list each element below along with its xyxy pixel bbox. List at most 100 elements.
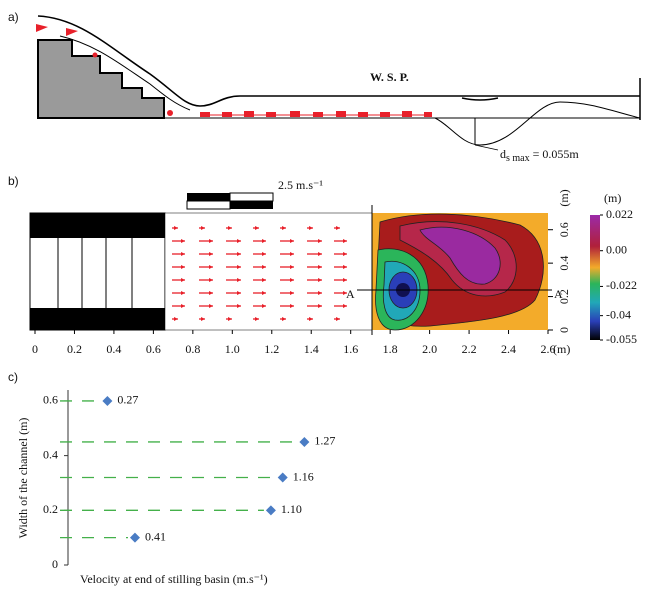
velocity-arrow: [307, 304, 322, 308]
velocity-arrow: [172, 317, 178, 321]
velocity-arrow: [199, 304, 213, 308]
arrow-head: [290, 265, 294, 269]
x-tick-label: 1.2: [264, 342, 279, 356]
arrow-head: [343, 239, 347, 243]
arrow-head: [336, 317, 340, 321]
velocity-arrow: [253, 265, 266, 269]
data-label: 1.27: [314, 434, 335, 448]
scale-label: 2.5 m.s⁻¹: [278, 178, 323, 192]
arrow-head: [181, 291, 185, 295]
y-tick-label: 0: [557, 327, 571, 333]
velocity-arrow: [334, 278, 347, 282]
x-tick-label: 0: [32, 342, 38, 356]
y-tick-label: 0.2: [43, 502, 58, 516]
scour-contour: [372, 213, 548, 331]
y-unit: (m): [557, 189, 571, 206]
arrow-head: [237, 291, 241, 295]
velocity-arrow: [253, 226, 259, 230]
x-tick-label: 1.8: [383, 342, 398, 356]
y-tick-label: 0.6: [43, 393, 58, 407]
x-unit: (m): [553, 342, 570, 356]
arrow-head: [209, 291, 213, 295]
x-tick-label: 1.0: [225, 342, 240, 356]
velocity-arrow: [280, 304, 294, 308]
velocity-arrow: [226, 278, 241, 282]
panel-label: a): [8, 10, 19, 24]
velocity-arrow: [253, 239, 266, 243]
arrow-head: [181, 239, 185, 243]
marker: [265, 505, 276, 516]
velocity-vectors: [172, 226, 347, 321]
scour-label: ds max = 0.055m: [500, 147, 579, 165]
arrow-head: [336, 226, 340, 230]
arrow-head: [318, 265, 322, 269]
x-tick-label: 0.6: [146, 342, 161, 356]
arrow-head: [262, 278, 266, 282]
arrow-head: [318, 304, 322, 308]
wsp-label: W. S. P.: [370, 70, 409, 84]
arrow-head: [262, 239, 266, 243]
velocity-arrow: [280, 317, 286, 321]
y-tick-label: 0.6: [557, 222, 571, 237]
velocity-arrow: [280, 291, 294, 295]
arrow-head: [209, 265, 213, 269]
velocity-arrow: [253, 304, 266, 308]
velocity-arrow: [307, 265, 322, 269]
leader: [474, 144, 499, 151]
y-tick-label: 0.4: [43, 447, 58, 461]
surface-dip: [461, 97, 499, 101]
inner-flow-line: [59, 35, 191, 111]
velocity-arrow: [280, 278, 294, 282]
velocity-arrow: [226, 317, 232, 321]
y-axis-title: Width of the channel (m): [16, 418, 30, 539]
velocity-arrow: [199, 252, 213, 256]
x-tick-label: 2.4: [501, 342, 516, 356]
section-label: A: [346, 287, 355, 301]
panel-a: a) W. S. P. ds max = 0.055m: [8, 10, 641, 165]
velocity-arrow: [253, 278, 266, 282]
arrow-head: [209, 239, 213, 243]
arrow-head: [343, 265, 347, 269]
velocity-arrow: [307, 317, 313, 321]
velocity-arrow: [199, 265, 213, 269]
arrow-head: [290, 291, 294, 295]
velocity-arrow: [172, 265, 185, 269]
velocity-arrow: [172, 278, 185, 282]
colorbar-tick-label: 0.022: [606, 207, 633, 221]
arrow-head: [290, 278, 294, 282]
x-axis-title: Velocity at end of stilling basin (m.s⁻¹…: [80, 572, 268, 586]
arrow-head: [228, 317, 232, 321]
arrow-head: [181, 278, 185, 282]
x-tick-label: 0.8: [185, 342, 200, 356]
arrow-head: [237, 265, 241, 269]
velocity-arrow: [307, 278, 322, 282]
velocity-arrow: [334, 226, 340, 230]
colorbar-tick-label: 0.00: [606, 242, 627, 256]
water-surface: [37, 15, 640, 107]
arrow-head: [237, 278, 241, 282]
arrow-head: [318, 278, 322, 282]
arrow-head: [181, 252, 185, 256]
arrow-head: [255, 317, 259, 321]
velocity-arrow: [172, 304, 185, 308]
arrow-head: [174, 226, 178, 230]
arrow-head: [201, 226, 205, 230]
arrow-head: [237, 239, 241, 243]
marker: [129, 532, 140, 543]
ds-value: = 0.055m: [533, 147, 580, 161]
arrow-head: [209, 252, 213, 256]
arrow-head: [262, 304, 266, 308]
arrow-head: [318, 291, 322, 295]
velocity-arrow: [334, 239, 347, 243]
velocity-arrow: [253, 252, 266, 256]
velocity-arrow: [334, 265, 347, 269]
velocity-arrow: [334, 291, 347, 295]
arrow-head: [290, 304, 294, 308]
arrow-head: [181, 265, 185, 269]
velocity-arrow: [334, 252, 347, 256]
arrow-head: [255, 226, 259, 230]
velocity-arrow: [280, 239, 294, 243]
ds-symbol: d: [500, 147, 506, 161]
marker: [277, 472, 288, 483]
velocity-arrow: [226, 291, 241, 295]
